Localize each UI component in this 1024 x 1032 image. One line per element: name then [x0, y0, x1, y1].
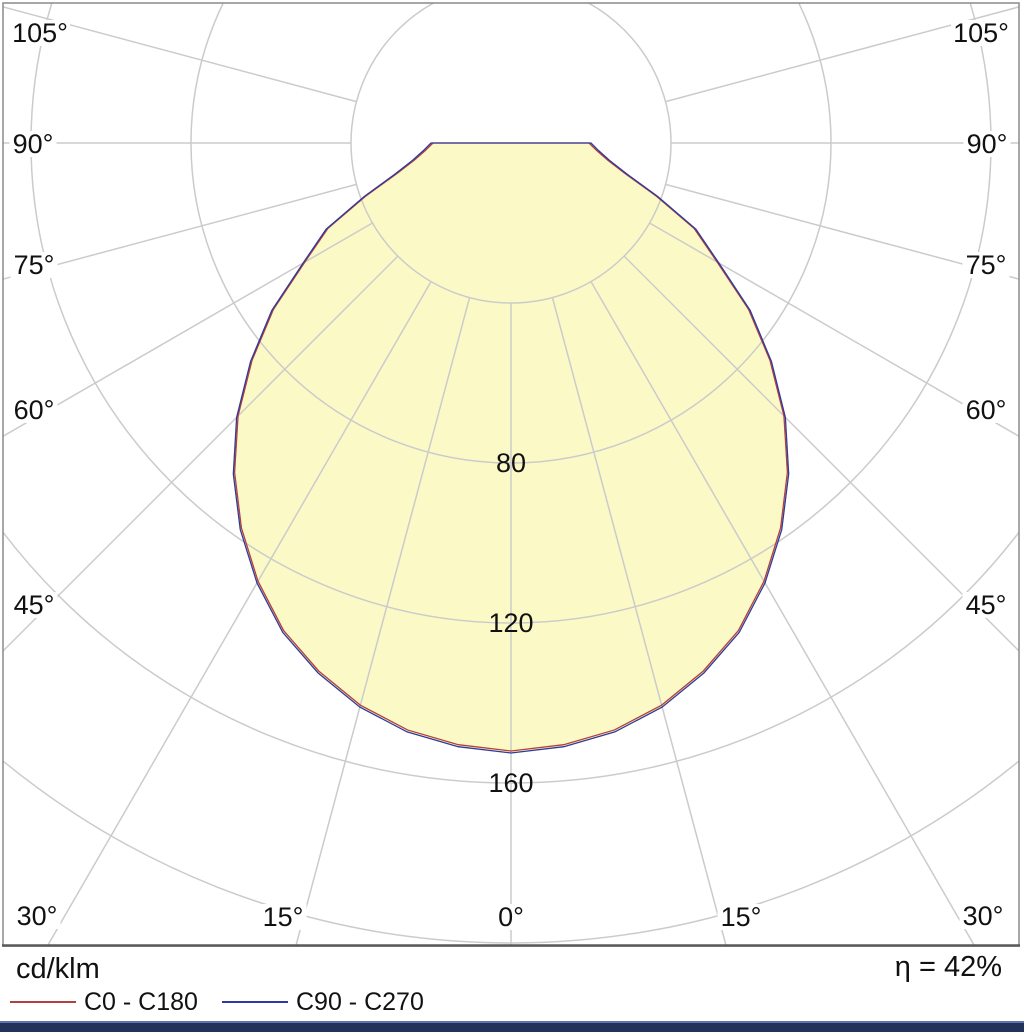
grid-spoke-45 [3, 255, 399, 652]
grid-spoke-30 [590, 281, 976, 946]
angle-label-30°: 30° [17, 901, 58, 931]
grid-spoke-75 [3, 183, 357, 280]
angle-label-bg [10, 592, 58, 618]
grid-spoke-30 [46, 281, 432, 946]
grid-spoke-60 [649, 222, 1019, 437]
curve-c0-c180 [233, 142, 789, 752]
plot-clip-group: 80 120 160 105° 90° 75° 60° 45° 30° 105° 90° 75° 60°… [3, 3, 1019, 946]
angle-label-60°: 60° [966, 395, 1007, 425]
angle-label-105°: 105° [12, 18, 68, 48]
grid-spoke-75 [665, 183, 1019, 280]
grid-spoke-15 [295, 297, 471, 946]
legend-line-c90-c270 [222, 1001, 288, 1003]
grid-spoke-105 [665, 6, 1019, 103]
angle-label-30°: 30° [963, 901, 1004, 931]
legend-line-c0-c180 [10, 1001, 76, 1003]
angle-label-bg [962, 592, 1010, 618]
units-label: cd/klm [16, 953, 100, 985]
angle-label-15°: 15° [721, 902, 762, 932]
angle-label-105°: 105° [953, 18, 1009, 48]
angle-label-bg [959, 903, 1007, 929]
ring-value-label-80: 80 [496, 448, 526, 478]
angle-label-45°: 45° [966, 590, 1007, 620]
angle-label-bg [259, 904, 307, 930]
legend-strip: cd/klm η = 42% C0 - C180 C90 - C270 [0, 947, 1024, 1021]
angle-label-bg [717, 904, 765, 930]
ring-value-label-120: 120 [488, 608, 533, 638]
grid-spoke-15 [551, 297, 727, 946]
footer-accent-bar [0, 1021, 1024, 1032]
angle-label-bg [13, 903, 61, 929]
angle-label-bg [10, 397, 58, 423]
angle-label-90°: 90° [13, 129, 54, 159]
angle-label-60°: 60° [14, 395, 55, 425]
angle-label-bg [494, 904, 528, 930]
angle-label-75°: 75° [14, 250, 55, 280]
angle-label-0°: 0° [498, 902, 524, 932]
angle-label-75°: 75° [966, 250, 1007, 280]
legend-label-c0-c180: C0 - C180 [84, 988, 198, 1016]
angle-label-bg [962, 397, 1010, 423]
efficiency-value: η = 42% [894, 951, 1002, 983]
polar-diagram-plot-area: 80 120 160 105° 90° 75° 60° 45° 30° 105° 90° 75° 60°… [2, 2, 1020, 947]
grid-spoke-60 [3, 222, 373, 437]
angle-label-bg [962, 252, 1010, 278]
angle-label-bg [951, 20, 1011, 46]
angle-label-15°: 15° [263, 902, 304, 932]
polar-diagram-svg: 80 120 160 105° 90° 75° 60° 45° 30° 105° 90° 75° 60°… [2, 2, 1020, 947]
legend-label-c90-c270: C90 - C270 [296, 988, 424, 1016]
curve-c90-c270 [232, 142, 790, 754]
grid-spoke-45 [623, 255, 1019, 652]
angle-label-bg [9, 131, 57, 157]
ring-value-label-160: 160 [488, 768, 533, 798]
angle-label-45°: 45° [14, 590, 55, 620]
angle-label-bg [10, 20, 70, 46]
angle-label-bg [963, 131, 1011, 157]
angle-label-90°: 90° [967, 129, 1008, 159]
grid-spoke-105 [3, 6, 357, 103]
angle-label-bg [10, 252, 58, 278]
